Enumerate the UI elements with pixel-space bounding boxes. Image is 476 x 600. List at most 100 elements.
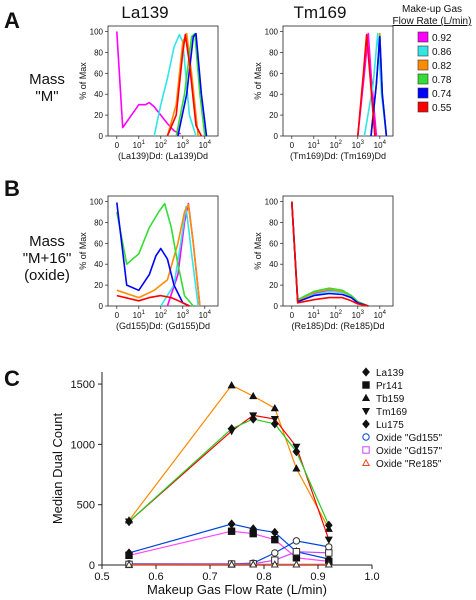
x-tick-exponent: 3 bbox=[186, 310, 190, 316]
marker-triangle-up bbox=[249, 560, 258, 568]
y-tick-label: 0 bbox=[99, 132, 104, 141]
marker-triangle-up bbox=[361, 393, 371, 402]
legend-label: 0.74 bbox=[432, 89, 452, 100]
legend-label: 0.78 bbox=[432, 75, 452, 86]
x-tick-exponent: 1 bbox=[317, 310, 321, 316]
y-tick-label: 80 bbox=[269, 218, 278, 227]
y-tick-label: 1500 bbox=[71, 379, 95, 391]
y-tick-label: 0 bbox=[89, 560, 95, 572]
x-tick-exponent: 4 bbox=[208, 140, 212, 146]
y-tick-label: 0 bbox=[99, 302, 104, 311]
marker-triangle-up bbox=[124, 560, 134, 568]
row-label-b-line-2: "M+16" bbox=[23, 250, 72, 267]
x-axis-label: (Re185)Dd: (Re185)Dd bbox=[291, 321, 384, 331]
legend-label: 0.86 bbox=[432, 47, 452, 58]
y-tick-label: 80 bbox=[269, 48, 278, 57]
marker-diamond bbox=[270, 419, 279, 429]
legend-label: Oxide "Gd155" bbox=[376, 433, 442, 444]
x-tick-label: 101 bbox=[308, 310, 321, 320]
legend-label: 0.92 bbox=[432, 33, 452, 44]
y-tick-label: 20 bbox=[269, 111, 278, 120]
marker-diamond bbox=[227, 424, 236, 434]
legend-label: La139 bbox=[376, 368, 404, 379]
marker-triangle-down bbox=[324, 536, 333, 544]
marker-square bbox=[125, 551, 133, 560]
marker-triangle-up bbox=[249, 391, 258, 400]
histogram-series-0.55 bbox=[116, 294, 190, 307]
x-tick-label: 0.6 bbox=[148, 571, 163, 583]
x-tick-label: 1.0 bbox=[364, 571, 379, 583]
legend-title-line-2: Flow Rate (L/min) bbox=[393, 16, 472, 27]
x-tick-exponent: 4 bbox=[208, 310, 212, 316]
legend-marker bbox=[362, 446, 370, 454]
histogram-series-0.55 bbox=[291, 201, 369, 307]
marker-square bbox=[292, 548, 301, 556]
series-line bbox=[128, 414, 330, 540]
marker-triangle-up bbox=[270, 403, 279, 412]
marker-triangle-up bbox=[324, 560, 333, 568]
x-tick-exponent: 1 bbox=[142, 310, 146, 316]
x-tick-label: 103 bbox=[177, 310, 190, 320]
x-tick-label: 0 bbox=[290, 141, 295, 150]
row-label-b-line-3: (oxide) bbox=[24, 267, 70, 284]
x-tick-exponent: 4 bbox=[383, 140, 387, 146]
legend-label: 0.55 bbox=[432, 103, 452, 114]
x-tick-label: 0 bbox=[290, 311, 295, 320]
series-tb159 bbox=[124, 381, 333, 532]
x-tick-label: 102 bbox=[330, 140, 343, 150]
legend-label: Oxide "Re185" bbox=[376, 459, 442, 470]
histogram-series-0.74 bbox=[370, 35, 388, 137]
legend-swatch bbox=[417, 87, 429, 99]
marker-diamond bbox=[227, 519, 236, 529]
y-tick-label: 0 bbox=[274, 132, 279, 141]
y-tick-label: 40 bbox=[269, 260, 278, 269]
x-tick-label: 104 bbox=[374, 310, 387, 320]
marker-triangle-up bbox=[270, 560, 279, 568]
legend-swatch bbox=[417, 101, 429, 113]
marker-circle bbox=[325, 543, 333, 551]
histogram-la139-mass-m: 0 20 40 60 80 100 % of Max 0 101 102 103 104(La139)… bbox=[78, 25, 219, 161]
flow-rate-legend: Make-up Gas Flow Rate (L/min) 0.92 0.86 0.… bbox=[393, 4, 472, 114]
y-tick-label: 20 bbox=[269, 281, 278, 290]
y-tick-label: 20 bbox=[94, 111, 103, 120]
plot-frame bbox=[282, 25, 394, 137]
y-tick-label: 80 bbox=[94, 218, 103, 227]
y-axis-label: % of Max bbox=[78, 232, 88, 270]
y-tick-label: 60 bbox=[269, 69, 278, 78]
legend-label: Pr141 bbox=[376, 381, 403, 392]
series-lu175 bbox=[125, 414, 333, 530]
plot-frame bbox=[107, 25, 219, 137]
marker-square bbox=[362, 381, 370, 389]
y-axis-label: Median Dual Count bbox=[50, 412, 65, 524]
x-tick-label: 0.9 bbox=[310, 571, 325, 583]
x-tick-label: 0.7 bbox=[202, 571, 217, 583]
histogram-series-0.78 bbox=[116, 202, 194, 307]
series-line bbox=[128, 530, 329, 562]
y-tick-label: 100 bbox=[265, 28, 279, 37]
y-axis-label: % of Max bbox=[78, 62, 88, 100]
legend-swatch bbox=[417, 45, 429, 57]
x-tick-label: 101 bbox=[133, 140, 146, 150]
x-tick-label: 104 bbox=[199, 310, 212, 320]
marker-square bbox=[227, 527, 236, 535]
marker-diamond bbox=[292, 446, 301, 457]
row-label-b: Mass "M+16" (oxide) bbox=[23, 233, 72, 284]
histogram-series-0.86 bbox=[160, 205, 199, 307]
marker-triangle-up bbox=[227, 560, 236, 568]
x-tick-exponent: 4 bbox=[383, 310, 387, 316]
marker-square bbox=[271, 535, 279, 544]
histogram-series-0.92 bbox=[116, 31, 182, 135]
y-tick-label: 40 bbox=[269, 90, 278, 99]
histogram-series-0.74 bbox=[116, 202, 190, 307]
x-tick-label: 102 bbox=[155, 140, 168, 150]
histogram-series-0.55 bbox=[166, 33, 203, 137]
histogram-tm169-mass-m: 0 20 40 60 80 100 % of Max 0 101 102 103 104(Tm169)… bbox=[253, 25, 394, 161]
x-axis-label: (Gd155)Dd: (Gd155)Dd bbox=[116, 321, 210, 331]
marker-circle bbox=[271, 549, 279, 557]
plot-frame bbox=[107, 195, 219, 307]
x-tick-label: 104 bbox=[199, 140, 212, 150]
panel-letter-a: A bbox=[4, 8, 20, 33]
marker-triangle-up bbox=[292, 560, 301, 568]
y-axis-label: % of Max bbox=[253, 232, 263, 270]
